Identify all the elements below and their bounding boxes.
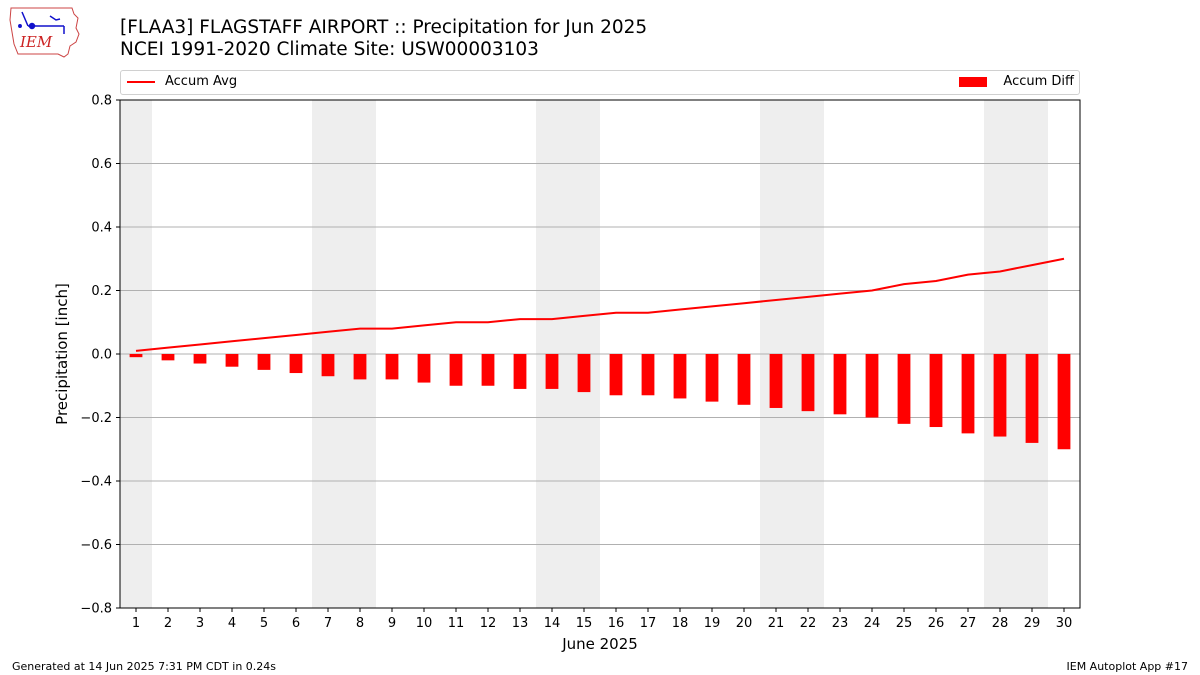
x-tick-label: 18 (672, 616, 689, 631)
x-tick-label: 17 (640, 616, 657, 631)
x-tick-label: 9 (388, 616, 396, 631)
bar-accum-diff (481, 354, 495, 386)
y-axis-label: Precipitation [inch] (53, 283, 71, 425)
y-tick-label: 0.8 (91, 94, 112, 109)
x-tick-label: 12 (480, 616, 497, 631)
x-tick-label: 15 (576, 616, 593, 631)
bar-accum-diff (321, 354, 335, 377)
x-tick-label: 5 (260, 616, 268, 631)
x-tick-label: 11 (448, 616, 465, 631)
bar-accum-diff (1057, 354, 1071, 450)
x-tick-label: 6 (292, 616, 300, 631)
bar-accum-diff (449, 354, 463, 386)
bar-accum-diff (417, 354, 431, 383)
bar-accum-diff (257, 354, 271, 370)
bar-accum-diff (737, 354, 751, 405)
y-tick-label: 0.0 (91, 348, 112, 363)
line-accum-avg (135, 257, 1065, 352)
x-tick-label: 23 (832, 616, 849, 631)
chart-subtitle: NCEI 1991-2020 Climate Site: USW00003103 (120, 39, 539, 60)
bar-accum-diff (545, 354, 559, 389)
iowa-outline-icon (9, 7, 80, 58)
y-tick-label: −0.8 (80, 602, 112, 617)
x-tick-label: 28 (992, 616, 1009, 631)
legend-bar-swatch (959, 77, 987, 87)
x-tick-label: 8 (356, 616, 364, 631)
x-tick-label: 1 (132, 616, 140, 631)
x-tick-label: 19 (704, 616, 721, 631)
bar-accum-diff (577, 354, 591, 393)
bar-accum-diff (897, 354, 911, 424)
bar-accum-diff (513, 354, 527, 389)
y-tick-label: −0.4 (80, 475, 112, 490)
bar-accum-diff (161, 354, 175, 361)
y-tick-label: 0.6 (91, 157, 112, 172)
iem-logo: IEM (9, 7, 80, 58)
x-tick-label: 7 (324, 616, 332, 631)
x-tick-label: 25 (896, 616, 913, 631)
x-tick-label: 2 (164, 616, 172, 631)
x-tick-label: 20 (736, 616, 753, 631)
x-tick-label: 16 (608, 616, 625, 631)
x-tick-label: 13 (512, 616, 529, 631)
bar-accum-diff (289, 354, 303, 374)
x-tick-label: 29 (1024, 616, 1041, 631)
bar-accum-diff (641, 354, 655, 396)
x-tick-label: 3 (196, 616, 204, 631)
legend-line-swatch (127, 81, 155, 83)
footer-app-label: IEM Autoplot App #17 (1066, 660, 1189, 673)
legend-label-accum-avg: Accum Avg (165, 74, 238, 89)
bar-accum-diff (993, 354, 1007, 437)
y-tick-label: −0.2 (80, 411, 112, 426)
bar-accum-diff (609, 354, 623, 396)
x-tick-label: 4 (228, 616, 236, 631)
x-tick-label: 30 (1056, 616, 1073, 631)
chart-title: [FLAA3] FLAGSTAFF AIRPORT :: Precipitati… (120, 17, 648, 38)
x-axis-label: June 2025 (561, 635, 638, 653)
bar-accum-diff (385, 354, 399, 380)
y-tick-label: 0.4 (91, 221, 112, 236)
weather-station-icon (18, 11, 65, 34)
y-tick-label: −0.6 (80, 538, 112, 553)
y-tick-label: 0.2 (91, 284, 112, 299)
bar-accum-diff (929, 354, 943, 428)
bar-accum-diff (673, 354, 687, 399)
x-tick-label: 22 (800, 616, 817, 631)
bar-accum-diff (865, 354, 879, 418)
bar-accum-diff (769, 354, 783, 408)
legend-label-accum-diff: Accum Diff (1003, 74, 1074, 89)
bar-accum-diff (193, 354, 207, 364)
bar-accum-diff (225, 354, 239, 367)
bar-accum-diff (833, 354, 847, 415)
bar-accum-diff (353, 354, 367, 380)
legend: Accum Avg Accum Diff (120, 70, 1080, 95)
bar-accum-diff (1025, 354, 1039, 443)
x-tick-label: 26 (928, 616, 945, 631)
x-tick-label: 21 (768, 616, 785, 631)
bar-accum-diff (129, 354, 143, 358)
bar-accum-diff (705, 354, 719, 402)
x-tick-label: 10 (416, 616, 433, 631)
x-tick-label: 27 (960, 616, 977, 631)
bar-accum-diff (961, 354, 975, 434)
bar-accum-diff (801, 354, 815, 412)
logo-text: IEM (19, 33, 53, 51)
footer-generated-text: Generated at 14 Jun 2025 7:31 PM CDT in … (12, 660, 277, 673)
x-tick-label: 14 (544, 616, 561, 631)
x-tick-label: 24 (864, 616, 881, 631)
